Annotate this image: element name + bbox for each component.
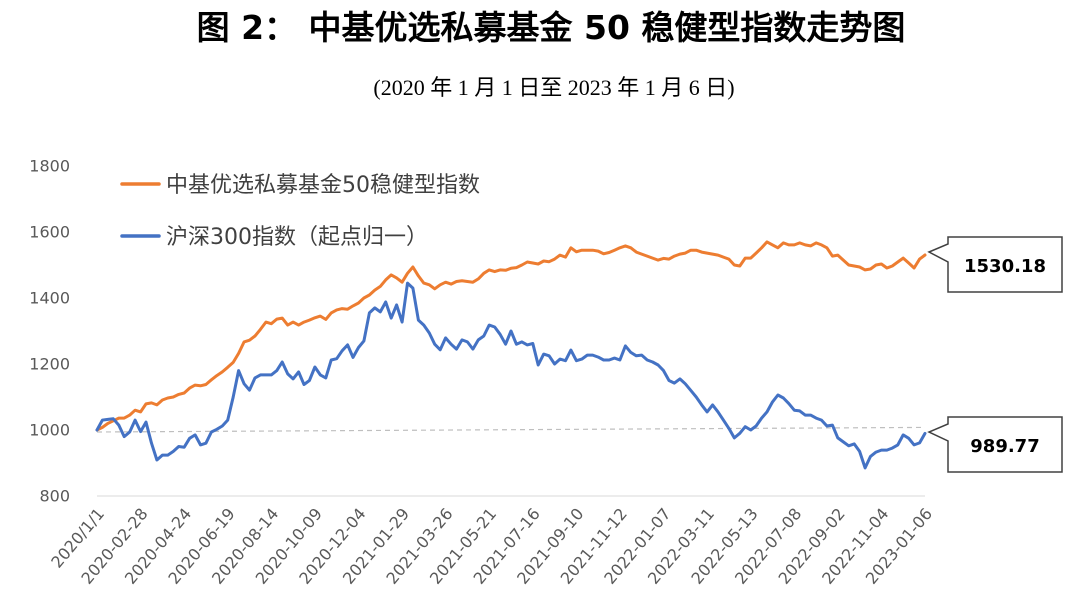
figure-subtitle: (2020 年 1 月 1 日至 2023 年 1 月 6 日) [373, 75, 735, 100]
series-layer [95, 240, 927, 470]
y-axis: 1800 1600 1400 1200 1000 800 [29, 157, 70, 506]
baseline-reference-line [96, 426, 926, 433]
legend-label-csi300: 沪深300指数（起点归一） [166, 225, 428, 250]
callout-box [927, 236, 1063, 293]
y-tick-label: 800 [39, 487, 70, 506]
x-axis: 2020/1/12020-02-282020-04-242020-06-1920… [47, 504, 936, 587]
callout-fund-index: 1530.18 [927, 236, 1063, 293]
callout-box [927, 416, 1063, 473]
callout-label: 989.77 [970, 436, 1039, 457]
y-tick-label: 1600 [29, 223, 70, 242]
series-line-2 [95, 281, 927, 470]
callout-label: 1530.18 [964, 256, 1046, 277]
y-tick-label: 1800 [29, 157, 70, 176]
y-tick-label: 1400 [29, 289, 70, 308]
callout-csi300: 989.77 [927, 416, 1063, 473]
legend: 中基优选私募基金50稳健型指数 沪深300指数（起点归一） [120, 173, 480, 250]
y-tick-label: 1000 [29, 421, 70, 440]
legend-label-fund-index: 中基优选私募基金50稳健型指数 [166, 173, 480, 198]
figure-title: 图 2： 中基优选私募基金 50 稳健型指数走势图 [196, 8, 906, 47]
y-tick-label: 1200 [29, 355, 70, 374]
series-line-1 [95, 240, 927, 432]
